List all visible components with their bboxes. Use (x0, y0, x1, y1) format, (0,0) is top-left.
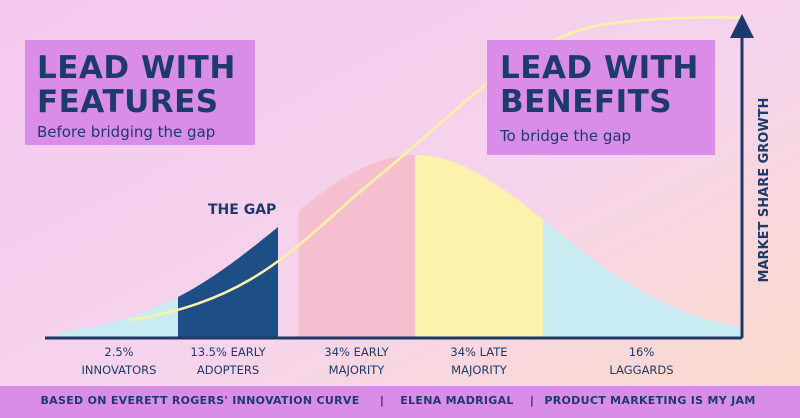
axis-arrow (730, 14, 754, 38)
curve-segment (298, 155, 415, 338)
axis-label: MARKET SHARE GROWTH (757, 98, 772, 283)
bell-curve (60, 155, 740, 338)
curve-segment (60, 297, 178, 338)
segment-label: MAJORITY (329, 363, 386, 377)
segment-label: 13.5% EARLY (190, 345, 266, 359)
left-title: FEATURES (37, 84, 219, 120)
segment-label: 34% EARLY (324, 345, 389, 359)
gap-label: THE GAP (208, 202, 276, 218)
left-subtitle: Before bridging the gap (37, 123, 215, 141)
segment-label: ADOPTERS (197, 363, 259, 377)
curve-segment (415, 155, 543, 338)
footer-band (0, 386, 800, 418)
segment-label: 2.5% (104, 345, 133, 359)
footer-text: ELENA MADRIGAL (400, 394, 514, 407)
footer-text: BASED ON EVERETT ROGERS' INNOVATION CURV… (40, 394, 359, 407)
segment-label: LAGGARDS (609, 363, 673, 377)
segment-label: MAJORITY (451, 363, 508, 377)
left-box (25, 40, 255, 145)
footer-divider: | (530, 394, 534, 407)
curve-segment (543, 219, 740, 338)
right-box (487, 40, 715, 155)
right-title: LEAD WITH (500, 50, 699, 86)
curve-segment (178, 227, 278, 338)
right-subtitle: To bridge the gap (499, 127, 631, 145)
footer-divider: | (380, 394, 384, 407)
s-curve (129, 16, 743, 322)
segment-label: 16% (629, 345, 655, 359)
footer-text: PRODUCT MARKETING IS MY JAM (544, 394, 755, 407)
left-title: LEAD WITH (37, 50, 236, 86)
right-title: BENEFITS (500, 84, 672, 120)
segment-label: INNOVATORS (82, 363, 157, 377)
segment-label: 34% LATE (450, 345, 507, 359)
